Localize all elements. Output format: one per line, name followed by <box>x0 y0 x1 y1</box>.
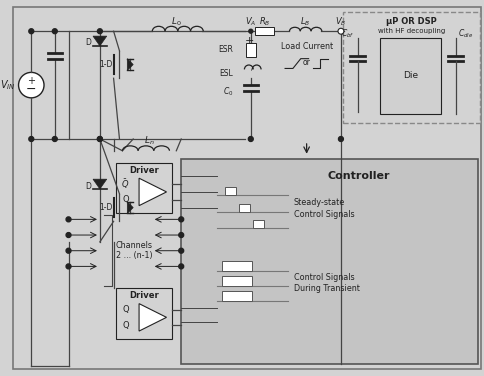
Circle shape <box>97 29 102 34</box>
Text: $V_{IN}$: $V_{IN}$ <box>0 78 15 92</box>
Text: $C_{bf}$: $C_{bf}$ <box>341 28 355 40</box>
Circle shape <box>18 72 44 98</box>
Text: +: + <box>245 36 255 46</box>
Bar <box>222 261 252 271</box>
Text: Steady-state
Control Signals: Steady-state Control Signals <box>294 198 354 219</box>
Bar <box>116 162 172 214</box>
Circle shape <box>338 136 343 141</box>
Text: Control Signals
During Transient: Control Signals During Transient <box>294 273 360 293</box>
Text: $C_0$: $C_0$ <box>223 86 233 98</box>
Circle shape <box>66 264 71 269</box>
Bar <box>380 38 441 114</box>
Circle shape <box>97 136 102 141</box>
Circle shape <box>29 29 34 34</box>
Text: $L_0$: $L_0$ <box>171 15 182 28</box>
Bar <box>222 276 252 286</box>
Text: $C_{die}$: $C_{die}$ <box>457 28 473 40</box>
Text: ESL: ESL <box>219 69 233 78</box>
Polygon shape <box>93 36 107 46</box>
Text: D: D <box>85 182 91 191</box>
Text: 1-D: 1-D <box>99 203 112 212</box>
Bar <box>246 43 256 57</box>
Circle shape <box>179 248 183 253</box>
Circle shape <box>97 136 102 141</box>
Text: 1-D: 1-D <box>99 60 112 69</box>
Bar <box>116 288 172 339</box>
Bar <box>181 159 478 364</box>
Polygon shape <box>139 304 166 331</box>
Polygon shape <box>93 179 107 189</box>
Text: Q: Q <box>122 321 129 330</box>
Circle shape <box>179 233 183 238</box>
Bar <box>255 27 274 35</box>
Text: μP OR DSP: μP OR DSP <box>386 17 437 26</box>
Circle shape <box>66 233 71 238</box>
Bar <box>226 187 236 195</box>
Text: Controller: Controller <box>328 171 390 181</box>
Polygon shape <box>127 202 133 214</box>
Bar <box>343 12 480 123</box>
Text: with HF decoupling: with HF decoupling <box>378 28 445 34</box>
Text: +: + <box>27 76 35 86</box>
Text: Driver: Driver <box>129 166 159 175</box>
Bar <box>239 204 250 212</box>
Circle shape <box>52 136 57 141</box>
Circle shape <box>179 217 183 222</box>
Text: Q: Q <box>122 305 129 314</box>
Circle shape <box>338 28 344 34</box>
Polygon shape <box>127 59 133 70</box>
Text: $L_B$: $L_B$ <box>300 15 310 28</box>
Circle shape <box>179 264 183 269</box>
Circle shape <box>52 29 57 34</box>
Text: Die: Die <box>403 71 418 80</box>
Circle shape <box>248 136 253 141</box>
Circle shape <box>66 217 71 222</box>
Circle shape <box>29 136 34 141</box>
Text: ESR: ESR <box>218 45 233 55</box>
Polygon shape <box>139 178 166 206</box>
Bar <box>253 220 263 228</box>
Text: Driver: Driver <box>129 291 159 300</box>
Text: D: D <box>85 38 91 47</box>
Circle shape <box>249 29 253 33</box>
Text: Load Current: Load Current <box>281 42 333 52</box>
Text: $V_B$: $V_B$ <box>335 15 347 28</box>
Text: $L_n$: $L_n$ <box>144 135 155 147</box>
Text: −: − <box>26 82 36 96</box>
Text: Q: Q <box>122 195 129 204</box>
Text: Channels
2 ... (n-1): Channels 2 ... (n-1) <box>116 241 152 261</box>
Text: or: or <box>302 58 311 67</box>
Text: $V_A$: $V_A$ <box>245 15 257 28</box>
Text: $R_B$: $R_B$ <box>259 15 270 28</box>
Bar <box>222 291 252 301</box>
Circle shape <box>66 248 71 253</box>
Text: $\bar{Q}$: $\bar{Q}$ <box>121 177 130 191</box>
